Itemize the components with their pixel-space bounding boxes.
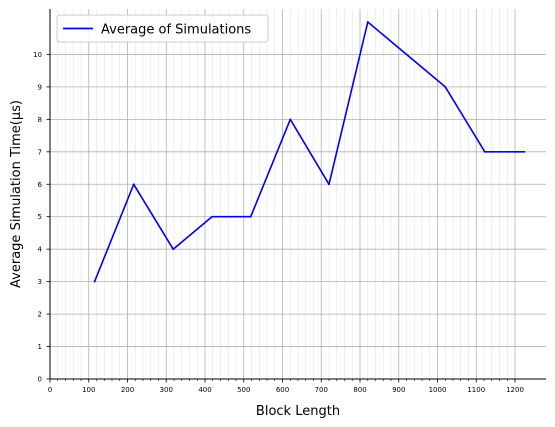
x-tick-label: 300	[160, 386, 173, 394]
y-tick-label: 9	[38, 83, 42, 91]
y-tick-label: 7	[38, 148, 42, 156]
x-axis-title: Block Length	[256, 404, 340, 419]
data-point	[289, 118, 291, 120]
x-tick-label: 0	[48, 386, 52, 394]
x-tick-label: 1100	[467, 386, 485, 394]
legend: Average of Simulations	[57, 15, 268, 42]
y-axis-title: Average Simulation Time(µs)	[9, 100, 24, 288]
data-point	[484, 151, 486, 153]
data-point	[172, 248, 174, 250]
y-tick-label: 0	[38, 376, 42, 384]
data-point	[444, 86, 446, 88]
data-point	[523, 151, 525, 153]
data-point	[250, 216, 252, 218]
data-point	[328, 183, 330, 185]
tick-marks	[47, 54, 516, 382]
x-tick-label: 1200	[506, 386, 524, 394]
y-tick-label: 3	[38, 278, 42, 286]
data-point	[94, 281, 96, 283]
x-tick-label: 400	[198, 386, 211, 394]
data-point	[211, 216, 213, 218]
x-tick-label: 500	[237, 386, 250, 394]
legend-label: Average of Simulations	[101, 23, 251, 38]
y-tick-label: 8	[38, 116, 42, 124]
data-point	[133, 183, 135, 185]
x-tick-label: 100	[82, 386, 95, 394]
tick-labels: 0 100 200 300 400 500 600 700 800 900 1000 1100 1200…	[33, 51, 524, 394]
x-tick-label: 200	[121, 386, 134, 394]
data-point	[367, 21, 369, 23]
y-tick-label: 4	[38, 246, 43, 254]
x-tick-label: 900	[392, 386, 405, 394]
y-tick-label: 5	[38, 213, 42, 221]
y-tick-label: 10	[33, 51, 42, 59]
x-tick-label: 700	[315, 386, 328, 394]
x-tick-label: 600	[276, 386, 289, 394]
y-tick-label: 2	[38, 311, 42, 319]
x-tick-label: 1000	[429, 386, 447, 394]
y-tick-label: 1	[38, 343, 42, 351]
x-tick-label: 800	[353, 386, 366, 394]
y-tick-label: 6	[38, 181, 43, 189]
